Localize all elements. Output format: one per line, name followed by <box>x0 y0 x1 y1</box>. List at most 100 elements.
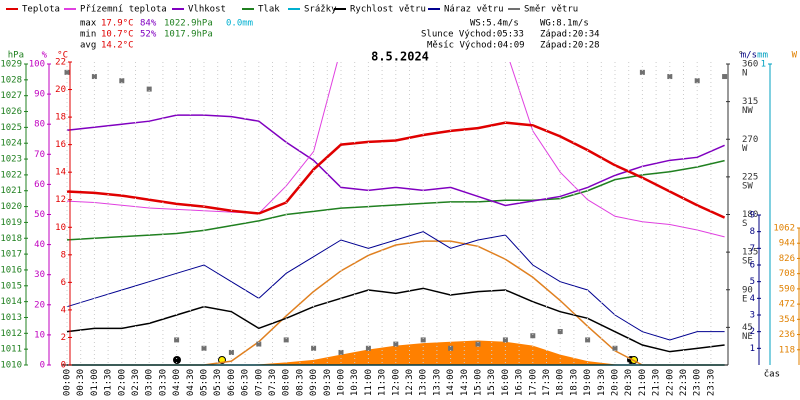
x-tick-label: 21:30 <box>652 369 662 396</box>
x-tick-label: 02:30 <box>131 369 141 396</box>
x-tick-label: 10:00 <box>337 369 347 396</box>
y-tick-label: 10 <box>55 223 66 233</box>
direction-point <box>228 349 234 355</box>
y-tick-label: 4 <box>750 294 755 304</box>
x-tick-label: 05:00 <box>200 369 210 396</box>
y-tick-label: 225 <box>742 172 758 182</box>
x-tick-label: 09:30 <box>323 369 333 396</box>
direction-point <box>639 69 645 75</box>
stat: WS:5.4m/s <box>470 19 519 29</box>
direction-point <box>420 337 426 343</box>
y-tick-label: 180 <box>742 210 758 220</box>
stat: 10.7°C <box>101 30 134 40</box>
x-tick-label: 11:00 <box>364 369 374 396</box>
compass-label: SW <box>742 181 753 191</box>
direction-point <box>502 337 508 343</box>
y-tick-label: 1022 <box>0 170 22 180</box>
stat-label: avg <box>80 41 96 51</box>
x-tick-label: 14:00 <box>446 369 456 396</box>
axis-unit: ° <box>738 51 743 61</box>
x-tick-label: 04:30 <box>186 369 196 396</box>
y-tick-label: 8 <box>61 250 66 260</box>
axis-unit: m/s <box>741 51 757 61</box>
legend-label: Směr větru <box>524 5 578 15</box>
y-tick-label: 1019 <box>0 218 22 228</box>
x-tick-label: 19:30 <box>597 369 607 396</box>
x-tick-label: 15:30 <box>487 369 497 396</box>
y-tick-label: 8 <box>750 227 755 237</box>
x-tick-label: 12:00 <box>391 369 401 396</box>
direction-point <box>585 337 591 343</box>
y-tick-label: 1011 <box>0 345 22 355</box>
moon-marker <box>173 356 181 364</box>
legend-label: Vlhkost <box>188 5 226 15</box>
x-tick-label: 16:30 <box>515 369 525 396</box>
x-tick-label: 08:00 <box>282 369 292 396</box>
x-tick-label: 11:30 <box>378 369 388 396</box>
x-tick-label: 20:30 <box>624 369 634 396</box>
legend-label: Náraz větru <box>444 5 504 15</box>
y-tick-label: 1017 <box>0 250 22 260</box>
direction-point <box>612 345 618 351</box>
y-tick-label: 6 <box>750 261 755 271</box>
y-tick-label: 1062 <box>773 224 795 234</box>
x-axis-label: čas <box>764 369 780 380</box>
x-tick-label: 13:30 <box>432 369 442 396</box>
x-tick-label: 08:30 <box>295 369 305 396</box>
stat: 1022.9hPa <box>164 19 213 29</box>
x-tick-label: 18:30 <box>569 369 579 396</box>
legend-label: Tlak <box>258 5 280 15</box>
x-tick-label: 13:00 <box>419 369 429 396</box>
y-tick-label: 1029 <box>0 60 22 70</box>
x-tick-label: 19:00 <box>583 369 593 396</box>
x-tick-label: 23:00 <box>693 369 703 396</box>
y-tick-label: 1010 <box>0 361 22 371</box>
series-line <box>66 121 726 219</box>
compass-label: SE <box>742 257 753 267</box>
y-tick-label: 1 <box>761 60 766 70</box>
y-tick-label: 118 <box>779 345 795 355</box>
x-tick-label: 17:30 <box>542 369 552 396</box>
x-tick-label: 00:00 <box>63 369 73 396</box>
y-tick-label: 1027 <box>0 91 22 101</box>
stat: 52% <box>140 30 157 40</box>
y-tick-label: 1026 <box>0 107 22 117</box>
direction-point <box>448 345 454 351</box>
y-tick-label: 60 <box>34 180 45 190</box>
y-tick-label: 12 <box>55 195 66 205</box>
legend-label: Rychlost větru <box>350 5 426 15</box>
y-tick-label: 2 <box>61 333 66 343</box>
direction-point <box>174 337 180 343</box>
y-tick-label: 1025 <box>0 123 22 133</box>
y-tick-label: 1016 <box>0 265 22 275</box>
x-tick-label: 14:30 <box>460 369 470 396</box>
y-tick-label: 708 <box>779 269 795 279</box>
y-tick-label: 1028 <box>0 75 22 85</box>
x-tick-label: 22:30 <box>679 369 689 396</box>
direction-point <box>393 341 399 347</box>
y-tick-label: 7 <box>750 244 755 254</box>
direction-point <box>91 74 97 80</box>
y-tick-label: 270 <box>742 135 758 145</box>
y-tick-label: 16 <box>55 140 66 150</box>
stat-label: min <box>80 30 96 40</box>
x-tick-label: 03:30 <box>158 369 168 396</box>
axis-unit: mm <box>757 51 768 61</box>
y-tick-label: 80 <box>34 120 45 130</box>
y-tick-label: 1013 <box>0 313 22 323</box>
stat: 1017.9hPa <box>164 30 213 40</box>
x-tick-label: 07:00 <box>254 369 264 396</box>
y-tick-label: 1020 <box>0 202 22 212</box>
x-tick-label: 06:00 <box>227 369 237 396</box>
y-tick-label: 472 <box>779 300 795 310</box>
x-tick-label: 07:30 <box>268 369 278 396</box>
compass-label: W <box>742 144 748 154</box>
y-tick-label: 1023 <box>0 155 22 165</box>
y-tick-label: 5 <box>750 277 755 287</box>
y-tick-label: 100 <box>29 60 45 70</box>
y-tick-label: 1012 <box>0 329 22 339</box>
x-tick-label: 10:30 <box>350 369 360 396</box>
compass-label: NW <box>742 106 753 116</box>
y-tick-label: 4 <box>61 305 66 315</box>
